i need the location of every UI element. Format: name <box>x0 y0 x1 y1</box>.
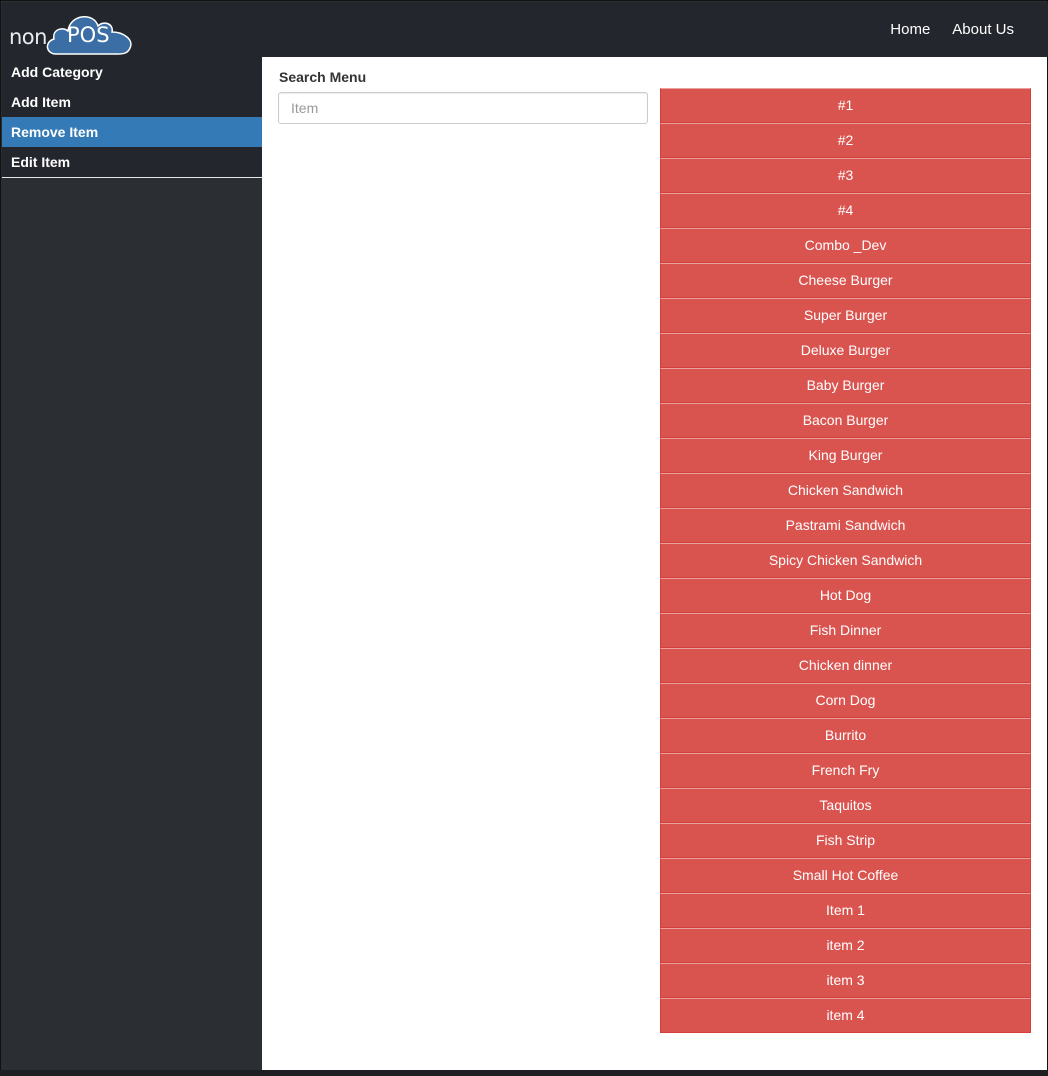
menu-item-button[interactable]: Baby Burger <box>660 368 1031 403</box>
sidebar-item-remove-item[interactable]: Remove Item <box>2 117 262 147</box>
logo-text-pos: POS <box>67 23 110 47</box>
menu-item-button[interactable]: Small Hot Coffee <box>660 858 1031 893</box>
sidebar-item-add-item[interactable]: Add Item <box>11 94 71 110</box>
menu-item-button[interactable]: Super Burger <box>660 298 1031 333</box>
menu-item-button[interactable]: #1 <box>660 88 1031 123</box>
menu-item-button[interactable]: King Burger <box>660 438 1031 473</box>
top-nav: Home About Us <box>890 21 1014 38</box>
menu-item-button[interactable]: Taquitos <box>660 788 1031 823</box>
menu-item-button[interactable]: #2 <box>660 123 1031 158</box>
menu-item-button[interactable]: item 4 <box>660 998 1031 1033</box>
menu-item-button[interactable]: Deluxe Burger <box>660 333 1031 368</box>
menu-item-button[interactable]: Chicken Sandwich <box>660 473 1031 508</box>
menu-item-button[interactable]: #4 <box>660 193 1031 228</box>
menu-item-button[interactable]: Item 1 <box>660 893 1031 928</box>
nav-about-us-link[interactable]: About Us <box>952 21 1014 38</box>
menu-item-button[interactable]: item 2 <box>660 928 1031 963</box>
search-input[interactable] <box>278 92 648 124</box>
nav-home-link[interactable]: Home <box>890 21 931 38</box>
menu-item-button[interactable]: Fish Dinner <box>660 613 1031 648</box>
menu-item-button[interactable]: Cheese Burger <box>660 263 1031 298</box>
menu-item-button[interactable]: Hot Dog <box>660 578 1031 613</box>
menu-item-button[interactable]: item 3 <box>660 963 1031 998</box>
menu-item-button[interactable]: Fish Strip <box>660 823 1031 858</box>
menu-item-button[interactable]: Burrito <box>660 718 1031 753</box>
sidebar-item-add-category[interactable]: Add Category <box>11 64 103 80</box>
top-navbar: non POS Home About Us <box>2 2 1048 57</box>
search-menu-label: Search Menu <box>279 69 367 85</box>
menu-item-button[interactable]: Corn Dog <box>660 683 1031 718</box>
menu-item-button[interactable]: Spicy Chicken Sandwich <box>660 543 1031 578</box>
sidebar: Add Category Add Item Remove Item Edit I… <box>2 57 262 1071</box>
menu-item-button[interactable]: Chicken dinner <box>660 648 1031 683</box>
bottom-strip <box>0 1070 1048 1076</box>
menu-item-list: #1 #2 #3 #4 Combo _Dev Cheese Burger Super Bur… <box>660 88 1031 1033</box>
menu-item-button[interactable]: Combo _Dev <box>660 228 1031 263</box>
cloud-logo-icon <box>46 16 132 55</box>
menu-item-button[interactable]: #3 <box>660 158 1031 193</box>
menu-item-button[interactable]: French Fry <box>660 753 1031 788</box>
menu-item-button[interactable]: Pastrami Sandwich <box>660 508 1031 543</box>
nonpos-logo[interactable]: non POS <box>6 4 136 56</box>
logo-text-non: non <box>9 25 47 49</box>
sidebar-item-edit-item[interactable]: Edit Item <box>11 154 71 170</box>
sidebar-menu: Add Category Add Item Remove Item Edit I… <box>2 57 262 178</box>
menu-item-button[interactable]: Bacon Burger <box>660 403 1031 438</box>
